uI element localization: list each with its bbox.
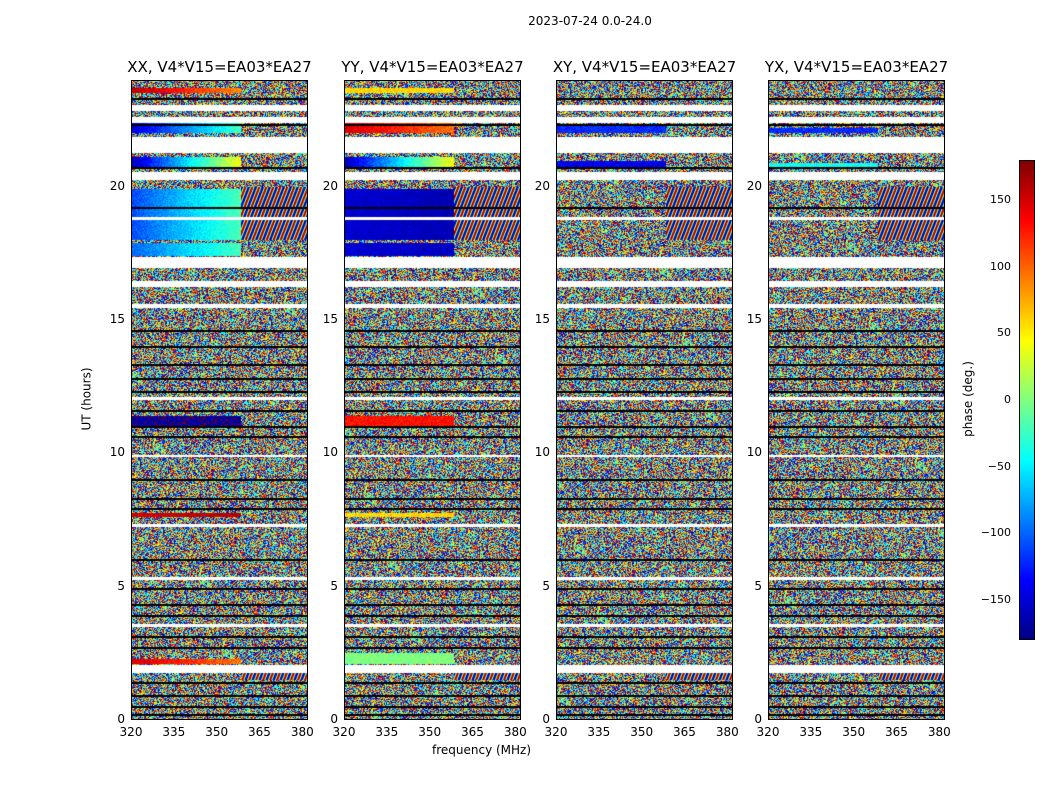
colorbar-tick-label: −100: [980, 526, 1011, 540]
x-tick-label: 380: [715, 725, 739, 739]
panel-title: YY, V4*V15=EA03*EA27: [341, 58, 524, 76]
y-tick-label: 5: [330, 578, 338, 593]
x-tick-label: 365: [248, 725, 271, 739]
colorbar-tick-label: 50: [997, 326, 1011, 340]
x-tick-label: 320: [119, 725, 143, 739]
y-tick-label: 5: [542, 578, 550, 593]
y-tick-label: 0: [542, 712, 550, 726]
y-tick-label: 15: [109, 312, 125, 326]
suptitle: 2023-07-24 0.0-24.0: [528, 14, 652, 28]
y-tick-label: 20: [322, 178, 338, 193]
y-tick-label: 0: [330, 712, 338, 726]
panel-title: XX, V4*V15=EA03*EA27: [127, 58, 312, 76]
phase-heatmap-3: [556, 80, 733, 720]
colorbar-frame: [1019, 160, 1035, 640]
x-tick-label: 365: [673, 725, 696, 739]
panel-title: YX, V4*V15=EA03*EA27: [764, 58, 949, 76]
panel-frame-4: [768, 80, 945, 720]
y-tick-label: 10: [322, 445, 338, 460]
x-tick-label: 350: [418, 725, 442, 739]
panel-title: XY, V4*V15=EA03*EA27: [552, 58, 737, 76]
y-tick-label: 10: [746, 445, 762, 460]
colorbar-gradient: [1019, 160, 1035, 640]
phase-heatmap-1: [131, 80, 308, 720]
x-tick-label: 320: [544, 725, 568, 739]
x-tick-label: 335: [799, 725, 823, 739]
y-axis-label: UT (hours): [79, 367, 94, 431]
x-tick-label: 350: [630, 725, 654, 739]
y-tick-label: 20: [109, 178, 125, 193]
y-tick-label: 10: [109, 445, 125, 460]
x-tick-label: 365: [461, 725, 484, 739]
y-tick-label: 0: [754, 712, 762, 726]
panel-frame-3: [556, 80, 733, 720]
x-tick-label: 335: [162, 725, 186, 739]
y-tick-label: 20: [534, 178, 550, 193]
x-tick-label: 320: [332, 725, 356, 739]
x-tick-label: 335: [587, 725, 611, 739]
phase-heatmap-2: [344, 80, 521, 720]
y-tick-label: 5: [754, 578, 762, 593]
colorbar-tick-label: 100: [990, 259, 1011, 273]
x-axis-label: frequency (MHz): [432, 743, 532, 757]
y-tick-label: 15: [322, 312, 338, 326]
phase-heatmap-4: [768, 80, 945, 720]
x-tick-label: 380: [927, 725, 951, 739]
y-tick-label: 20: [746, 178, 762, 193]
x-tick-label: 320: [756, 725, 780, 739]
colorbar-tick-label: −50: [987, 459, 1011, 473]
colorbar-label: phase (deg.): [960, 361, 975, 437]
colorbar-tick-label: −150: [980, 593, 1011, 606]
panel-frame-2: [344, 80, 521, 720]
x-tick-label: 350: [205, 725, 229, 739]
y-tick-label: 15: [534, 312, 550, 326]
colorbar-tick-label: 0: [1004, 393, 1011, 406]
x-tick-label: 350: [842, 725, 866, 739]
y-tick-label: 15: [746, 312, 762, 326]
y-tick-label: 5: [117, 578, 125, 593]
panel-frame-1: [131, 80, 308, 720]
y-tick-label: 0: [117, 712, 125, 726]
x-tick-label: 335: [375, 725, 399, 739]
y-tick-label: 10: [534, 445, 550, 460]
x-tick-label: 380: [503, 725, 527, 739]
colorbar-tick-label: 150: [990, 193, 1011, 206]
x-tick-label: 380: [290, 725, 314, 739]
x-tick-label: 365: [885, 725, 908, 739]
